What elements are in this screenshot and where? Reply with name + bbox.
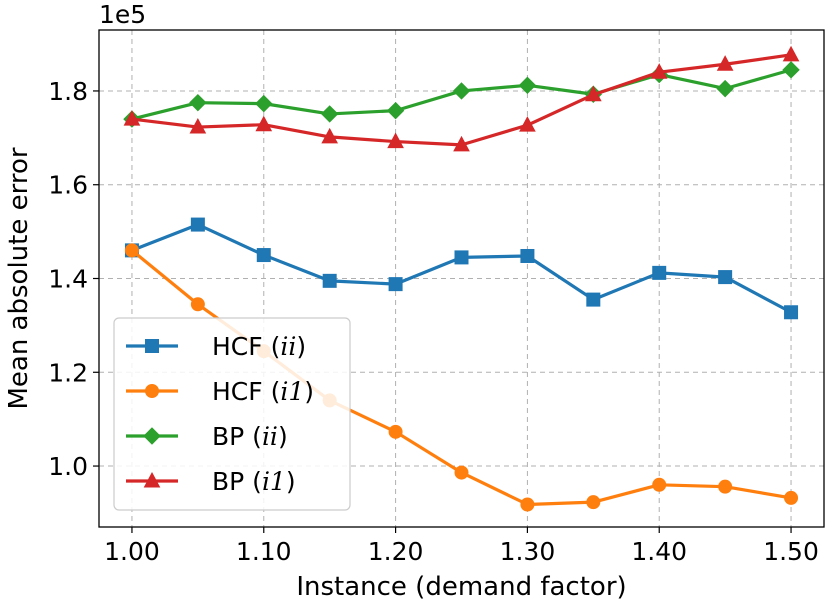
data-point xyxy=(256,248,271,263)
x-tick-label: 1.20 xyxy=(368,537,424,566)
legend-marker xyxy=(145,384,159,398)
legend-marker xyxy=(143,427,161,445)
data-point xyxy=(520,248,535,263)
series-line xyxy=(131,53,792,147)
data-point xyxy=(453,135,470,152)
data-point xyxy=(388,424,403,439)
series-line xyxy=(131,222,792,314)
data-point xyxy=(716,79,734,98)
data-point xyxy=(584,85,602,102)
data-point xyxy=(387,132,404,149)
data-point xyxy=(255,94,273,113)
data-point xyxy=(386,101,405,120)
data-point xyxy=(388,277,403,292)
data-point xyxy=(782,61,800,79)
data-point xyxy=(782,45,800,62)
axis-ticks: 1.00 1.10 1.20 1.30 1.40 1.50 1.0 1.2 1.4 1.6 1.8 xyxy=(48,77,819,566)
data-point xyxy=(784,305,799,320)
y-offset-text: 1e5 xyxy=(99,0,146,29)
y-tick-label: 1.0 xyxy=(48,452,88,481)
x-tick-label: 1.30 xyxy=(500,537,556,566)
legend-marker xyxy=(143,471,161,488)
data-point xyxy=(454,250,469,265)
series-3 xyxy=(123,45,800,152)
legend-label: HCF (ii) xyxy=(212,332,306,361)
data-point xyxy=(718,479,733,494)
legend-label: BP (i1) xyxy=(212,467,296,496)
data-point xyxy=(784,490,799,505)
x-tick-label: 1.50 xyxy=(763,537,819,566)
data-point xyxy=(190,297,205,312)
data-point xyxy=(586,292,601,307)
data-point xyxy=(190,217,205,232)
x-axis-label: Instance (demand factor) xyxy=(296,572,626,602)
x-tick-label: 1.10 xyxy=(236,537,292,566)
data-point xyxy=(454,465,469,480)
data-point xyxy=(652,477,667,492)
legend-item: BP (i1) xyxy=(126,467,296,496)
y-tick-label: 1.4 xyxy=(48,265,88,294)
data-point xyxy=(124,243,139,258)
data-point xyxy=(123,110,141,126)
y-tick-label: 1.6 xyxy=(48,171,88,200)
legend-marker xyxy=(145,339,159,353)
legend-box xyxy=(113,317,351,511)
data-point xyxy=(520,497,535,512)
legend-label: HCF (i1) xyxy=(212,377,314,406)
data-point xyxy=(519,116,536,132)
data-point xyxy=(652,265,667,280)
legend-item: HCF (ii) xyxy=(126,332,306,361)
y-axis-label: Mean absolute error xyxy=(4,147,34,409)
data-point xyxy=(255,115,273,132)
series-2 xyxy=(123,61,800,128)
legend-label: BP (ii) xyxy=(212,422,288,451)
data-point xyxy=(321,127,339,144)
data-point xyxy=(586,495,601,510)
data-point xyxy=(716,55,734,71)
data-point xyxy=(718,270,733,285)
legend-item: HCF (i1) xyxy=(126,377,314,406)
legend-item: BP (ii) xyxy=(126,422,288,451)
data-point xyxy=(452,82,471,100)
data-point xyxy=(189,93,207,112)
x-tick-label: 1.40 xyxy=(631,537,687,566)
series-0 xyxy=(124,217,799,320)
y-tick-label: 1.2 xyxy=(48,358,88,387)
data-point xyxy=(650,63,668,79)
series-group xyxy=(123,45,800,512)
data-point xyxy=(518,76,537,95)
x-tick-label: 1.00 xyxy=(104,537,160,566)
data-point xyxy=(320,105,339,123)
data-point xyxy=(322,273,337,288)
y-tick-label: 1.8 xyxy=(48,77,88,106)
data-point xyxy=(189,117,207,134)
legend: HCF (ii) HCF (i1) BP (ii) BP (i1) xyxy=(113,317,351,511)
